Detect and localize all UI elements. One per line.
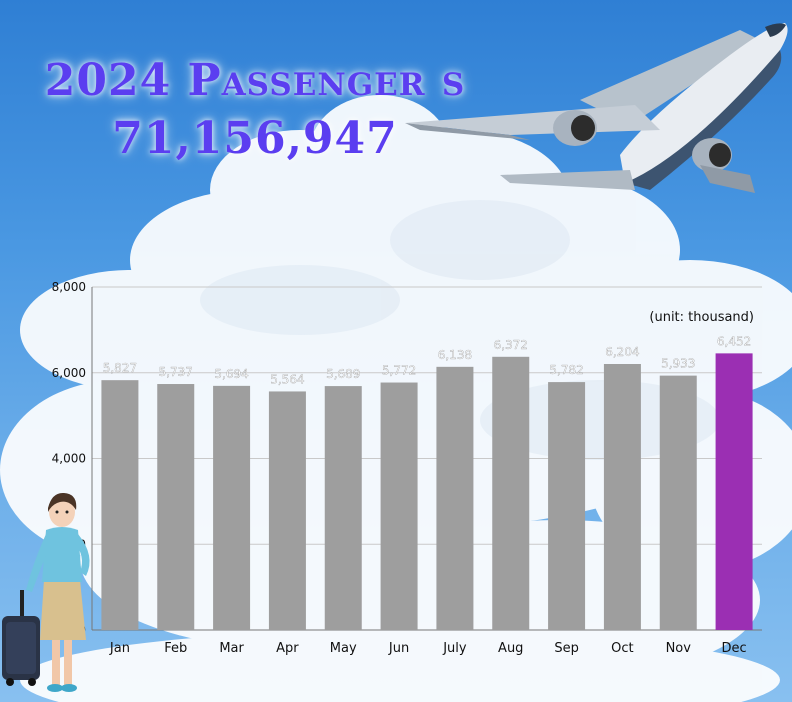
x-tick-label: Jan (109, 641, 130, 656)
bar-jun (380, 382, 418, 630)
bar-aug (492, 356, 530, 630)
unit-note: (unit: thousand) (649, 310, 754, 325)
x-tick-label: July (442, 641, 467, 656)
x-tick-label: Aug (498, 641, 523, 656)
bar-mar (213, 385, 251, 630)
data-label: 6,204 (605, 345, 639, 359)
bar-dec (715, 353, 753, 630)
x-tick-label: Sep (554, 641, 579, 656)
x-tick-label: Oct (611, 641, 633, 656)
x-tick-label: Dec (722, 641, 747, 656)
data-labels: 5,827 Jan 5,737 Feb 5,694 Mar 5,564 Apr 5,689 May… (103, 334, 752, 656)
bar-may (324, 386, 362, 630)
gridlines (92, 286, 762, 545)
y-tick-label: 6,000 (52, 366, 86, 380)
data-label: 5,737 (159, 365, 193, 379)
data-label: 5,933 (661, 357, 695, 371)
bars (101, 353, 753, 630)
bar-nov (659, 375, 697, 630)
total-passengers: 71,156,947 (112, 113, 398, 164)
bar-jan (101, 380, 139, 630)
x-tick-label: Nov (666, 641, 692, 656)
data-label: 5,689 (326, 367, 360, 381)
bar-sep (548, 382, 586, 630)
x-tick-label: Apr (276, 641, 299, 656)
airplane-icon (405, 23, 788, 193)
x-tick-label: Jun (388, 641, 409, 656)
data-label: 5,827 (103, 361, 137, 375)
x-tick-label: May (330, 641, 357, 656)
suitcase-icon (2, 590, 40, 686)
data-label: 6,452 (717, 334, 751, 348)
x-tick-label: Mar (219, 641, 244, 656)
bar-july (436, 366, 474, 630)
data-label: 6,372 (494, 338, 528, 352)
x-tick-label: Feb (164, 641, 187, 656)
bar-apr (268, 391, 306, 630)
data-label: 5,772 (382, 364, 416, 378)
bar-feb (157, 384, 195, 630)
data-label: 5,782 (549, 363, 583, 377)
y-tick-label: 8,000 (52, 280, 86, 294)
bar-oct (603, 364, 641, 630)
flight-attendant-icon (2, 492, 90, 692)
chart-title: 2024 Passenger s (44, 55, 466, 106)
data-label: 5,564 (270, 372, 304, 386)
data-label: 5,694 (214, 367, 248, 381)
data-label: 6,138 (438, 348, 472, 362)
y-tick-label: 4,000 (52, 452, 86, 466)
